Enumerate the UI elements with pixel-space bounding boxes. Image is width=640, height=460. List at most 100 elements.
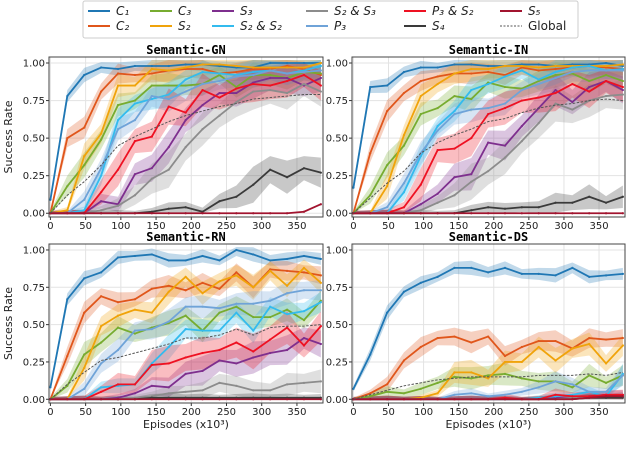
point-C3 xyxy=(269,74,271,76)
point-S5 xyxy=(571,212,573,214)
point-S2 xyxy=(100,325,102,327)
point-P3 xyxy=(201,83,203,85)
point-C1 xyxy=(168,259,170,261)
point-C2 xyxy=(622,337,624,339)
point-C1 xyxy=(117,68,119,70)
point-C2 xyxy=(100,90,102,92)
point-S5 xyxy=(100,398,102,400)
point-P3 xyxy=(185,90,187,92)
point-P3S2 xyxy=(303,74,305,76)
point-S5 xyxy=(369,212,371,214)
point-S3 xyxy=(151,167,153,169)
point-P3S2 xyxy=(269,338,271,340)
point-S2S2 xyxy=(437,125,439,127)
point-S2 xyxy=(151,68,153,70)
x-tick-label: 100 xyxy=(414,407,433,418)
point-P3S2 xyxy=(470,137,472,139)
point-C1 xyxy=(83,277,85,279)
point-C3 xyxy=(605,382,607,384)
x-tick-label: 0 xyxy=(47,221,53,232)
point-P3S2 xyxy=(487,113,489,115)
point-S5 xyxy=(420,212,422,214)
point-S4 xyxy=(521,206,523,208)
x-tick-label: 50 xyxy=(382,221,395,232)
point-S2 xyxy=(286,285,288,287)
point-P3 xyxy=(117,349,119,351)
point-S2S3 xyxy=(185,391,187,393)
point-P3 xyxy=(504,102,506,104)
point-C3 xyxy=(588,374,590,376)
point-C1 xyxy=(437,276,439,278)
point-C3 xyxy=(504,373,506,375)
point-S3 xyxy=(201,370,203,372)
point-C1 xyxy=(66,95,68,97)
point-C3 xyxy=(588,80,590,82)
point-P3S2 xyxy=(252,83,254,85)
point-S5 xyxy=(185,398,187,400)
point-P3S2 xyxy=(521,99,523,101)
point-S2S2 xyxy=(100,175,102,177)
point-S4 xyxy=(303,167,305,169)
point-P3 xyxy=(571,71,573,73)
point-C3 xyxy=(470,377,472,379)
point-P3 xyxy=(134,329,136,331)
point-P3 xyxy=(538,386,540,388)
point-P3 xyxy=(605,391,607,393)
point-P3S2 xyxy=(151,364,153,366)
point-S5 xyxy=(252,398,254,400)
point-S2S2 xyxy=(134,102,136,104)
point-P3S2 xyxy=(554,394,556,396)
point-S5 xyxy=(320,203,322,205)
point-C2 xyxy=(185,289,187,291)
point-C3 xyxy=(470,98,472,100)
point-S2S2 xyxy=(403,191,405,193)
legend-label-P3: P₃ xyxy=(334,19,346,33)
point-P3S2 xyxy=(605,80,607,82)
point-P3S2 xyxy=(320,84,322,86)
point-P3 xyxy=(100,362,102,364)
point-S2 xyxy=(134,84,136,86)
point-C3 xyxy=(487,374,489,376)
point-C1 xyxy=(470,63,472,65)
point-S2S3 xyxy=(453,194,455,196)
point-S2S2 xyxy=(303,310,305,312)
point-S4 xyxy=(168,208,170,210)
y-tick-label: 0.50 xyxy=(23,134,45,145)
point-P3 xyxy=(453,113,455,115)
point-S3 xyxy=(218,92,220,94)
point-C3 xyxy=(504,86,506,88)
point-S2S3 xyxy=(420,209,422,211)
point-S4 xyxy=(554,202,556,204)
point-C3 xyxy=(320,72,322,74)
point-S3 xyxy=(134,392,136,394)
point-P3 xyxy=(487,395,489,397)
point-C3 xyxy=(369,194,371,196)
point-C3 xyxy=(168,84,170,86)
point-C1 xyxy=(386,312,388,314)
point-C2 xyxy=(554,340,556,342)
point-S2S3 xyxy=(134,194,136,196)
point-P3S2 xyxy=(571,83,573,85)
point-S5 xyxy=(100,212,102,214)
point-S2S3 xyxy=(487,170,489,172)
point-S2S3 xyxy=(168,392,170,394)
point-P3S2 xyxy=(134,140,136,142)
point-P3 xyxy=(218,307,220,309)
point-S5 xyxy=(453,212,455,214)
y-tick-label: 0.50 xyxy=(326,320,348,331)
point-C1 xyxy=(100,66,102,68)
point-S3 xyxy=(554,89,556,91)
point-C3 xyxy=(117,327,119,329)
point-C3 xyxy=(386,391,388,393)
point-S2 xyxy=(521,361,523,363)
point-S2S2 xyxy=(269,306,271,308)
y-tick-label: 0.75 xyxy=(326,283,348,294)
point-C1 xyxy=(252,253,254,255)
point-C1 xyxy=(487,271,489,273)
point-P3 xyxy=(185,306,187,308)
point-C1 xyxy=(151,65,153,67)
point-S2S3 xyxy=(470,181,472,183)
point-C1 xyxy=(185,259,187,261)
